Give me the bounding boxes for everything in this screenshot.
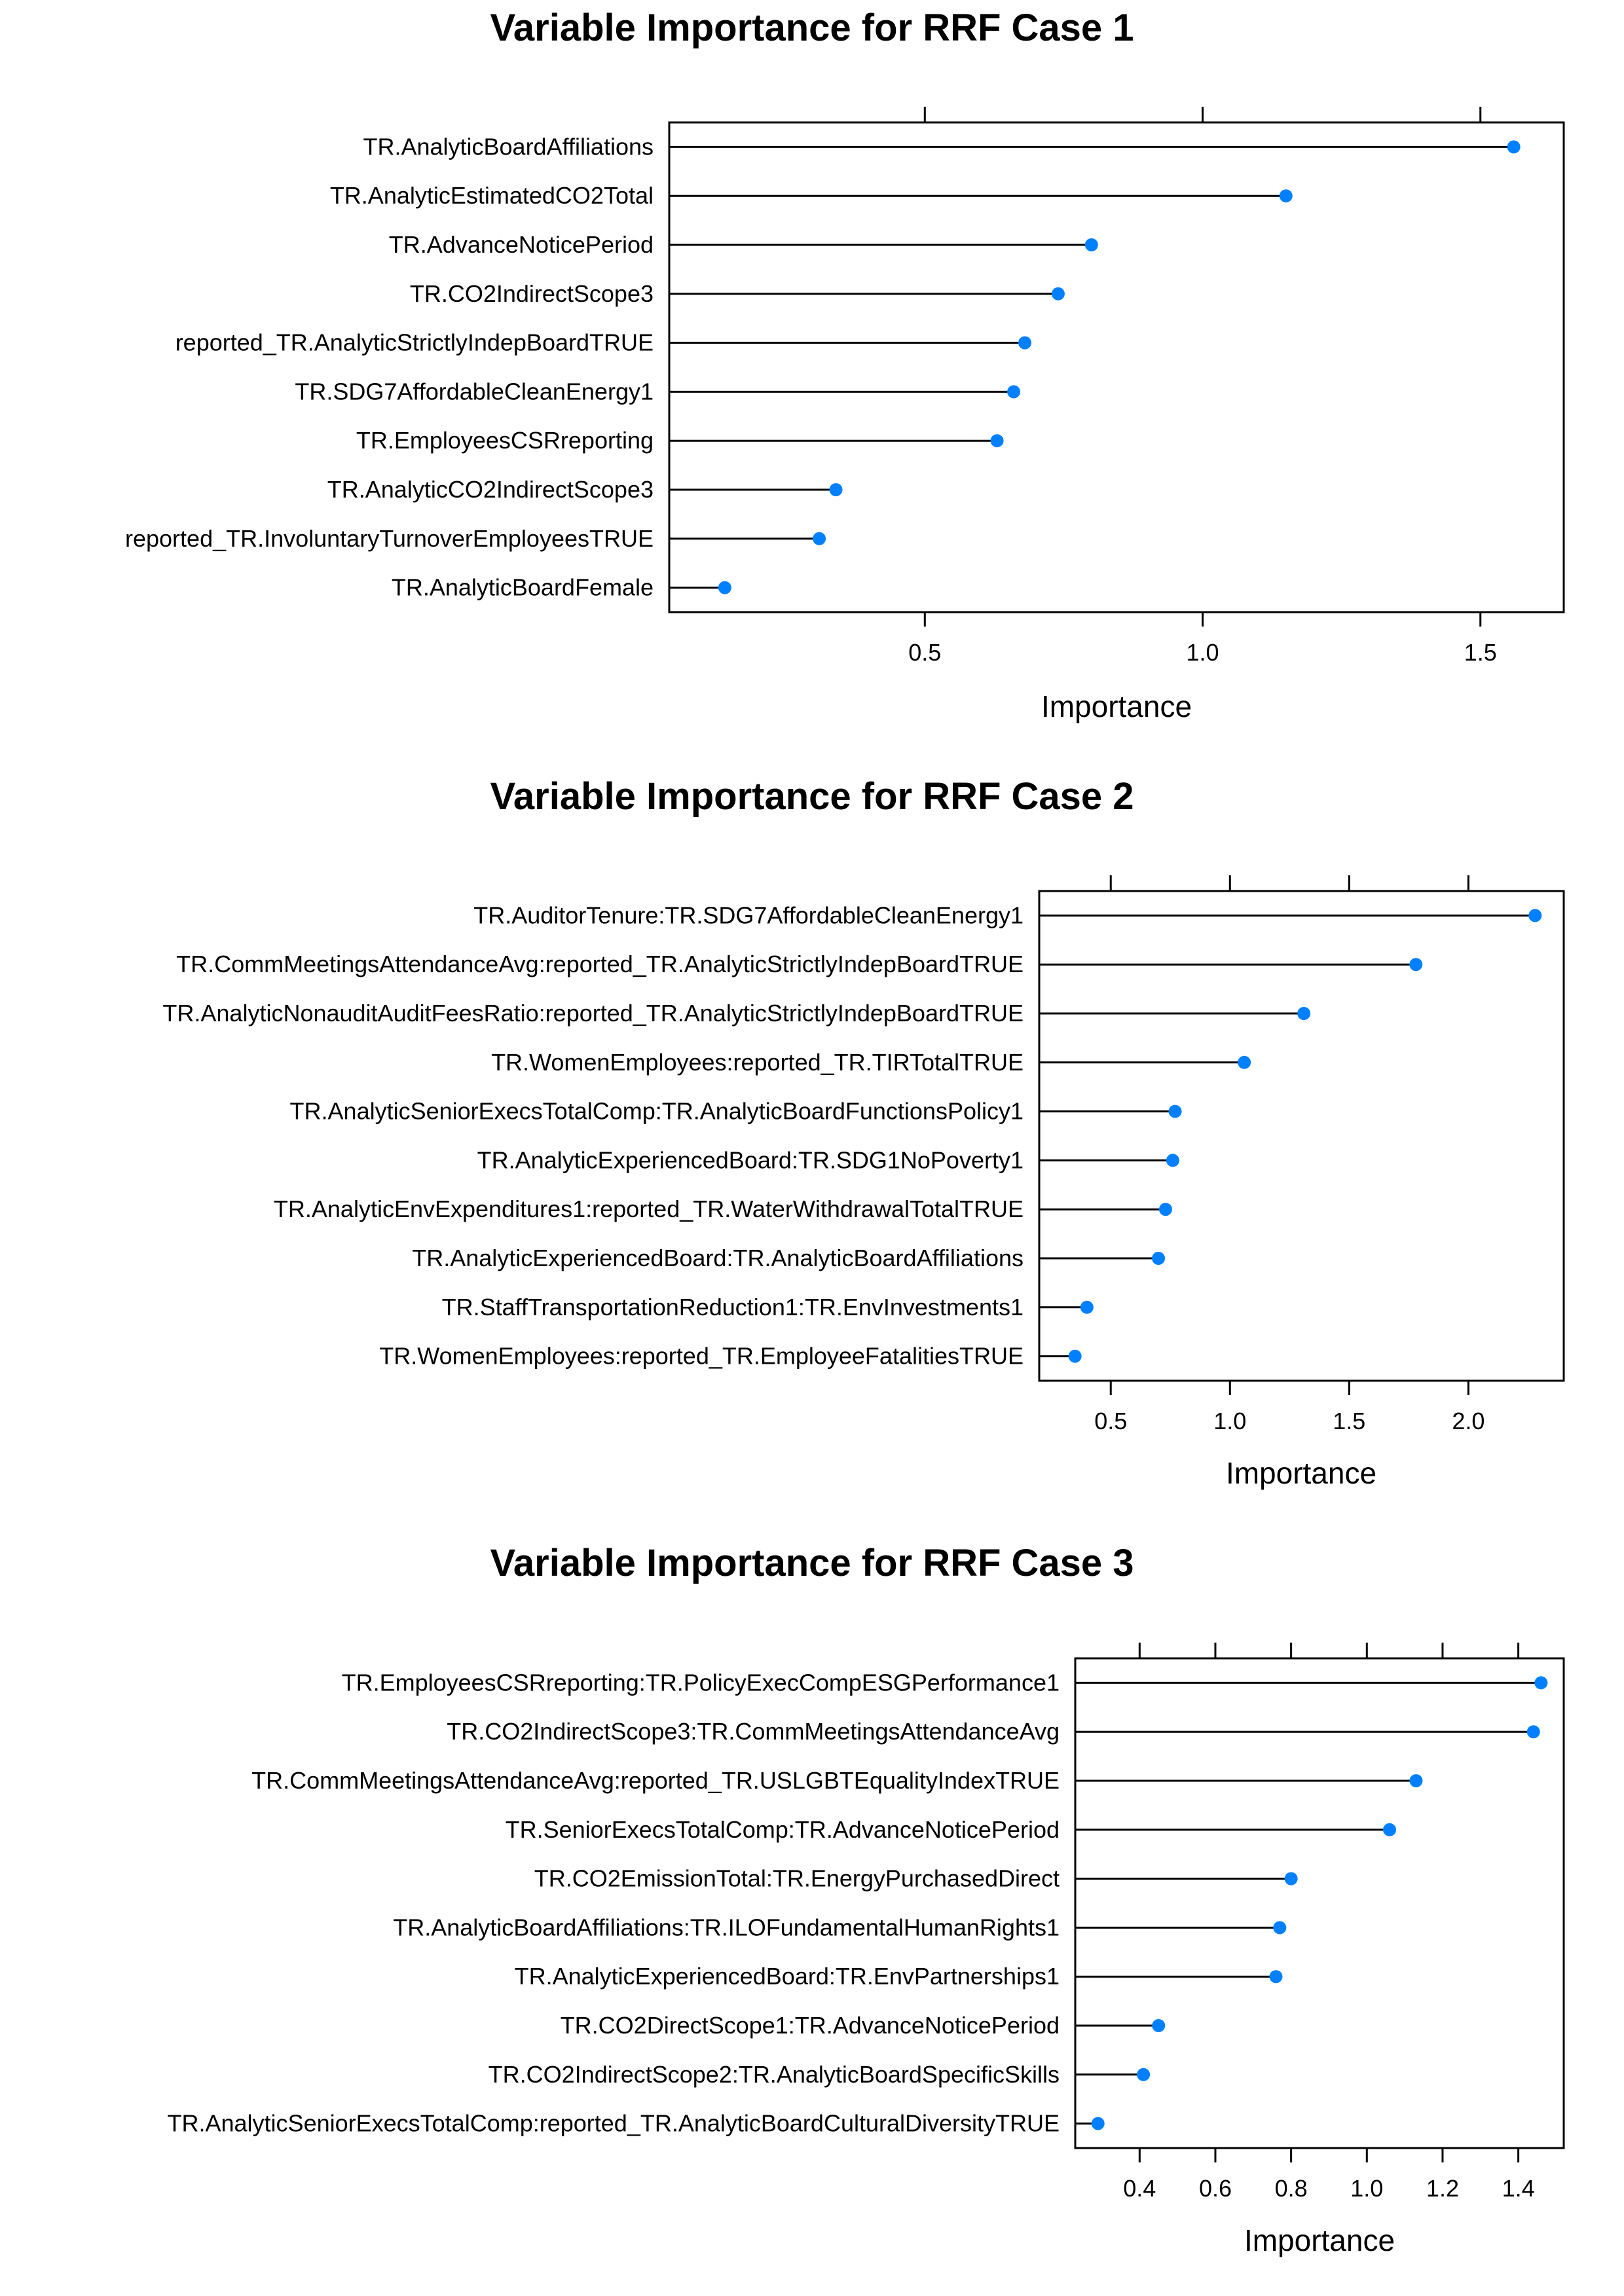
- category-label: TR.CommMeetingsAttendanceAvg:reported_TR…: [176, 951, 1024, 977]
- category-label: TR.EmployeesCSRreporting:TR.PolicyExecCo…: [342, 1669, 1060, 1696]
- chart-title: Variable Importance for RRF Case 2: [490, 775, 1134, 818]
- category-label: TR.AdvanceNoticePeriod: [389, 231, 654, 258]
- x-tick-label: 2.0: [1452, 1408, 1485, 1434]
- data-point: [1528, 909, 1542, 922]
- category-label: TR.AuditorTenure:TR.SDG7AffordableCleanE…: [473, 902, 1024, 928]
- data-point: [1269, 1970, 1283, 1984]
- data-point: [1409, 1774, 1423, 1787]
- data-point: [1080, 1300, 1094, 1314]
- x-tick-label: 1.5: [1333, 1408, 1365, 1434]
- chart-panel-case-3: Variable Importance for RRF Case 3 0.4 0.…: [168, 1542, 1565, 2257]
- category-label: TR.AnalyticCO2IndirectScope3: [327, 476, 654, 503]
- category-label: TR.WomenEmployees:reported_TR.TIRTotalTR…: [491, 1049, 1024, 1076]
- plot-frame: [1038, 890, 1565, 1382]
- data-point: [1158, 1203, 1172, 1216]
- plot-frame: [1074, 1657, 1565, 2149]
- category-label: TR.CO2IndirectScope2:TR.AnalyticBoardSpe…: [489, 2061, 1060, 2088]
- x-tick-label: 1.2: [1426, 2175, 1459, 2202]
- data-point: [1284, 1872, 1298, 1886]
- data-point: [1168, 1104, 1182, 1118]
- x-tick-label: 1.0: [1186, 639, 1219, 666]
- category-label: TR.CommMeetingsAttendanceAvg:reported_TR…: [251, 1767, 1060, 1794]
- plot-marks: 0.5 1.0 1.5 2.0 TR.AuditorTenure:TR.SDG7Affo…: [162, 875, 1542, 1434]
- plot-marks: 0.4 0.6 0.8 1.0 1.2 1.4 TR.EmployeesCSRreporti…: [168, 1643, 1548, 2202]
- category-label: TR.AnalyticExperiencedBoard:TR.SDG1NoPov…: [477, 1146, 1024, 1173]
- data-point: [1409, 958, 1423, 972]
- x-axis-label: Importance: [1041, 689, 1192, 723]
- category-label: TR.SDG7AffordableCleanEnergy1: [295, 378, 654, 405]
- chart-title: Variable Importance for RRF Case 1: [490, 7, 1134, 49]
- data-point: [1382, 1823, 1396, 1836]
- category-label: TR.AnalyticEstimatedCO2Total: [330, 182, 654, 209]
- category-label: TR.AnalyticBoardAffiliations:TR.ILOFunda…: [393, 1914, 1060, 1941]
- category-label: TR.SeniorExecsTotalComp:TR.AdvanceNotice…: [506, 1816, 1060, 1843]
- plot-marks: 0.5 1.0 1.5 TR.AnalyticBoardAffiliations TR.…: [125, 107, 1521, 666]
- x-tick-label: 1.0: [1213, 1408, 1246, 1434]
- category-label: TR.AnalyticBoardAffiliations: [363, 133, 654, 160]
- data-point: [1534, 1676, 1548, 1690]
- data-point: [813, 532, 826, 545]
- x-axis-label: Importance: [1226, 1456, 1376, 1490]
- data-point: [1273, 1921, 1287, 1935]
- category-label: TR.CO2IndirectScope3:TR.CommMeetingsAtte…: [447, 1718, 1060, 1745]
- chart-panel-case-2: Variable Importance for RRF Case 2 0.5 1.…: [162, 775, 1565, 1490]
- data-point: [1018, 336, 1032, 350]
- data-point: [1507, 140, 1521, 154]
- x-tick-label: 0.6: [1199, 2175, 1232, 2202]
- x-tick-label: 1.4: [1502, 2175, 1535, 2202]
- x-tick-label: 1.0: [1350, 2175, 1383, 2202]
- category-label: reported_TR.AnalyticStrictlyIndepBoardTR…: [175, 329, 654, 356]
- chart-panel-case-1: Variable Importance for RRF Case 1 0.5 1.…: [125, 7, 1565, 723]
- x-tick-label: 1.5: [1464, 639, 1497, 666]
- category-label: TR.AnalyticSeniorExecsTotalComp:TR.Analy…: [290, 1098, 1024, 1125]
- plot-frame: [668, 121, 1565, 613]
- category-label: TR.AnalyticExperiencedBoard:TR.AnalyticB…: [412, 1245, 1024, 1271]
- data-point: [1137, 2068, 1151, 2081]
- data-point: [718, 581, 731, 594]
- category-label: TR.CO2DirectScope1:TR.AdvanceNoticePerio…: [561, 2012, 1060, 2039]
- category-label: TR.AnalyticSeniorExecsTotalComp:reported…: [168, 2110, 1060, 2137]
- category-label: TR.AnalyticNonauditAuditFeesRatio:report…: [162, 1000, 1024, 1027]
- data-point: [1152, 1252, 1166, 1265]
- category-label: TR.CO2IndirectScope3: [410, 280, 654, 307]
- category-label: TR.AnalyticBoardFemale: [392, 574, 654, 601]
- data-point: [1238, 1055, 1251, 1069]
- category-label: TR.EmployeesCSRreporting: [356, 427, 654, 454]
- x-tick-label: 0.4: [1123, 2175, 1156, 2202]
- chart-title: Variable Importance for RRF Case 3: [490, 1542, 1134, 1584]
- x-axis-label: Importance: [1244, 2223, 1395, 2257]
- x-tick-label: 0.8: [1275, 2175, 1308, 2202]
- category-label: TR.CO2EmissionTotal:TR.EnergyPurchasedDi…: [534, 1865, 1060, 1892]
- data-point: [990, 434, 1004, 448]
- data-point: [1051, 287, 1065, 301]
- x-tick-label: 0.5: [908, 639, 941, 666]
- category-label: TR.AnalyticEnvExpenditures1:reported_TR.…: [274, 1195, 1024, 1222]
- category-label: TR.StaffTransportationReduction1:TR.EnvI…: [442, 1294, 1024, 1321]
- data-point: [1152, 2019, 1166, 2032]
- data-point: [1091, 2117, 1105, 2130]
- data-point: [1279, 189, 1293, 203]
- category-label: TR.AnalyticExperiencedBoard:TR.EnvPartne…: [515, 1963, 1060, 1990]
- data-point: [829, 483, 843, 496]
- data-point: [1166, 1154, 1179, 1167]
- data-point: [1297, 1007, 1311, 1020]
- data-point: [1068, 1349, 1082, 1363]
- x-tick-label: 0.5: [1094, 1408, 1127, 1434]
- data-point: [1526, 1725, 1540, 1739]
- data-point: [1007, 385, 1021, 399]
- category-label: reported_TR.InvoluntaryTurnoverEmployees…: [125, 525, 654, 552]
- data-point: [1084, 238, 1098, 251]
- category-label: TR.WomenEmployees:reported_TR.EmployeeFa…: [379, 1343, 1024, 1370]
